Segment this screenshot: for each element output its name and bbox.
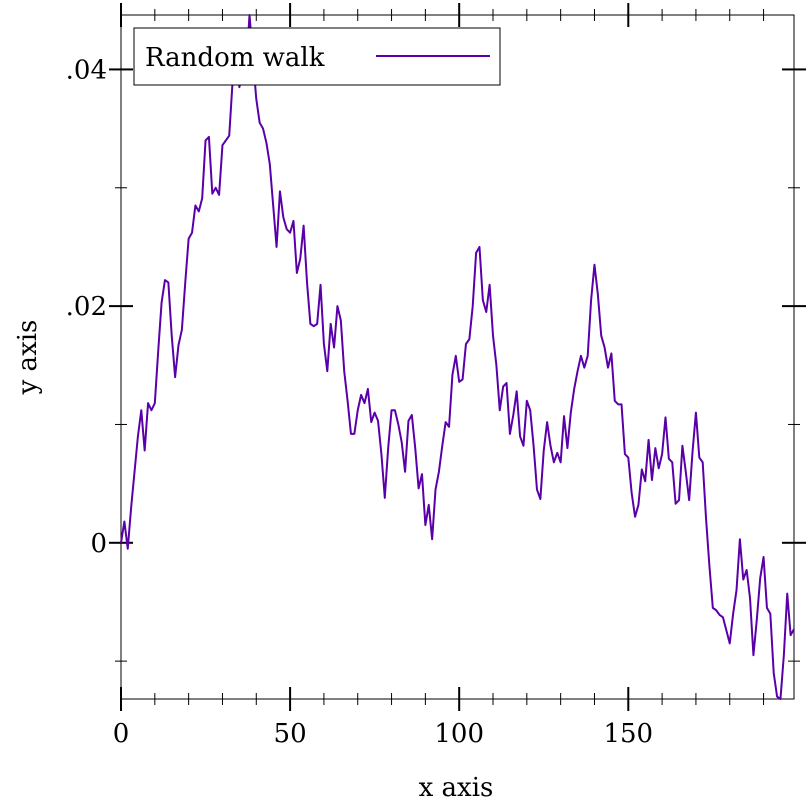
y-tick-label: 0	[90, 529, 107, 559]
axis-ticks	[109, 3, 806, 711]
plot-frame	[120, 14, 795, 700]
legend-label-random-walk: Random walk	[145, 43, 325, 73]
x-tick-label: 100	[434, 719, 484, 749]
series-line-random-walk	[120, 14, 795, 700]
y-axis-label: y axis	[13, 320, 43, 396]
y-tick-label: .02	[66, 292, 107, 322]
y-tick-label: .04	[66, 55, 107, 85]
legend: Random walk	[133, 27, 501, 86]
axis-tick-labels: 0 50 100 150 0 .02 .04	[66, 55, 653, 749]
x-axis-label: x axis	[419, 773, 494, 803]
x-tick-label: 150	[603, 719, 653, 749]
x-tick-label: 0	[113, 719, 130, 749]
x-tick-label: 50	[274, 719, 307, 749]
